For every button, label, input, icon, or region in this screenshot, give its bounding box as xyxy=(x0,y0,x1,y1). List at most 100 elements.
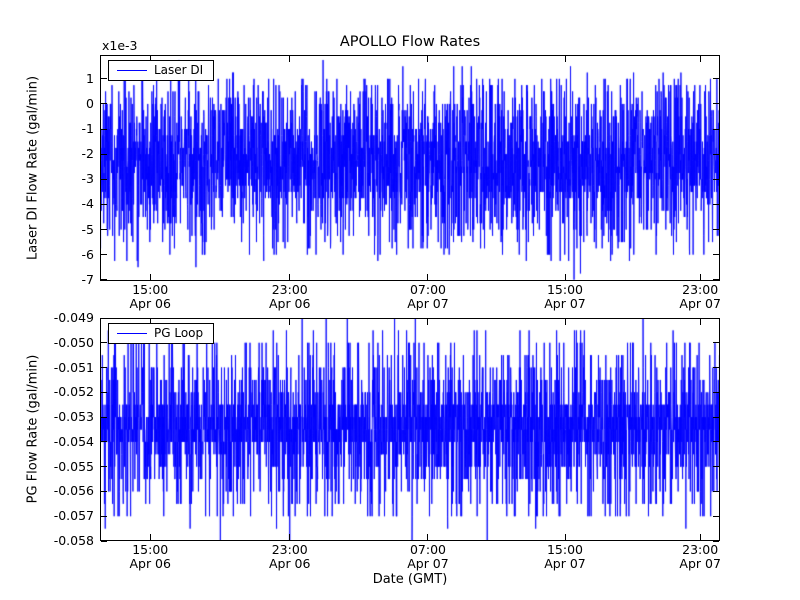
x-tick-mark xyxy=(427,319,429,325)
laser-di-series-canvas xyxy=(100,55,720,281)
y-tick-mark xyxy=(101,342,107,344)
legend-label-laser-di: Laser DI xyxy=(154,63,204,77)
y-tick-mark xyxy=(101,229,107,231)
x-tick-mark xyxy=(289,319,291,325)
legend-label-pg-loop: PG Loop xyxy=(154,326,204,340)
x-tick-mark xyxy=(564,274,566,280)
y-tick-mark xyxy=(101,515,107,517)
y-tick-mark xyxy=(101,317,107,319)
x-tick-time: 15:00 xyxy=(546,282,584,297)
chart-title: APOLLO Flow Rates xyxy=(339,34,481,50)
x-tick-mark xyxy=(289,274,291,280)
y-tick-mark xyxy=(101,466,107,468)
y-tick-mark xyxy=(713,153,719,155)
x-axis-label: Date (GMT) xyxy=(372,572,448,587)
x-tick-mark xyxy=(289,534,291,540)
x-tick-date: Apr 06 xyxy=(268,296,311,311)
legend-line-sample-icon xyxy=(117,69,147,71)
y-tick-mark xyxy=(713,490,719,492)
x-tick-label: 23:00 Apr 07 xyxy=(665,283,735,311)
y-tick-mark xyxy=(101,153,107,155)
x-tick-label: 15:00 Apr 07 xyxy=(530,283,600,311)
y-tick-mark xyxy=(101,367,107,369)
x-tick-mark xyxy=(427,56,429,62)
x-tick-time: 15:00 xyxy=(546,542,584,557)
x-tick-mark xyxy=(564,319,566,325)
y-tick-label: -0.057 xyxy=(53,508,94,524)
y-tick-label: 1 xyxy=(86,70,94,86)
x-tick-mark xyxy=(699,534,701,540)
x-tick-time: 23:00 xyxy=(271,282,308,297)
y-tick-mark xyxy=(101,78,107,80)
y-tick-mark xyxy=(713,279,719,281)
legend-laser-di: Laser DI xyxy=(108,60,215,81)
y-tick-label: -0.052 xyxy=(53,384,94,400)
y-tick-mark xyxy=(101,441,107,443)
y-tick-mark xyxy=(713,367,719,369)
y-tick-label: -0.049 xyxy=(53,310,94,325)
x-tick-time: 15:00 xyxy=(132,542,169,557)
y-tick-label: -4 xyxy=(81,196,94,212)
x-tick-time: 15:00 xyxy=(132,282,169,297)
y-tick-mark xyxy=(713,103,719,105)
y-tick-mark xyxy=(713,203,719,205)
y-tick-mark xyxy=(101,178,107,180)
y-axis-offset-text: x1e-3 xyxy=(102,38,138,53)
y-tick-mark xyxy=(713,229,719,231)
y-tick-mark xyxy=(713,540,719,542)
x-tick-label: 15:00 Apr 06 xyxy=(115,283,185,311)
x-tick-mark xyxy=(699,274,701,280)
y-axis-label-pg-loop: PG Flow Rate (gal/min) xyxy=(25,354,41,504)
y-tick-mark xyxy=(101,416,107,418)
x-tick-label: 07:00 Apr 07 xyxy=(393,283,463,311)
x-tick-mark xyxy=(149,534,151,540)
x-tick-mark xyxy=(564,534,566,540)
y-tick-mark xyxy=(713,178,719,180)
y-tick-label: -0.055 xyxy=(53,458,94,474)
x-tick-mark xyxy=(289,56,291,62)
y-tick-label: -1 xyxy=(81,121,94,137)
y-tick-mark xyxy=(713,317,719,319)
x-tick-label: 15:00 Apr 06 xyxy=(115,543,185,571)
x-tick-date: Apr 06 xyxy=(129,296,171,311)
y-tick-mark xyxy=(713,254,719,256)
y-tick-mark xyxy=(713,78,719,80)
y-tick-label: -0.056 xyxy=(53,483,94,499)
x-tick-label: 23:00 Apr 06 xyxy=(255,543,325,571)
x-tick-time: 07:00 xyxy=(409,542,446,557)
y-tick-mark xyxy=(101,254,107,256)
x-tick-mark xyxy=(149,319,151,325)
y-tick-label: -0.051 xyxy=(53,359,94,375)
x-tick-date: Apr 07 xyxy=(544,296,586,311)
y-tick-label: -7 xyxy=(81,271,94,287)
x-tick-date: Apr 07 xyxy=(544,556,586,571)
y-tick-label: -2 xyxy=(81,146,94,162)
x-tick-mark xyxy=(149,56,151,62)
y-tick-mark xyxy=(713,391,719,393)
legend-line-sample-icon xyxy=(117,332,147,334)
x-tick-time: 23:00 xyxy=(682,282,719,297)
x-tick-date: Apr 07 xyxy=(679,556,721,571)
x-tick-mark xyxy=(699,56,701,62)
y-tick-mark xyxy=(101,540,107,542)
y-tick-mark xyxy=(713,515,719,517)
x-tick-label: 07:00 Apr 07 xyxy=(393,543,463,571)
y-tick-label: -0.058 xyxy=(53,533,94,548)
y-tick-label: -0.053 xyxy=(53,409,94,425)
y-tick-label: -0.050 xyxy=(53,334,94,350)
x-tick-mark xyxy=(427,274,429,280)
y-tick-label: -5 xyxy=(81,221,94,237)
y-tick-mark xyxy=(101,391,107,393)
x-tick-time: 23:00 xyxy=(271,542,308,557)
y-tick-label: -6 xyxy=(81,246,94,262)
pg-loop-series-canvas xyxy=(100,318,720,541)
y-tick-mark xyxy=(713,466,719,468)
x-tick-time: 23:00 xyxy=(682,542,719,557)
legend-pg-loop: PG Loop xyxy=(108,323,215,344)
y-tick-mark xyxy=(713,128,719,130)
x-tick-date: Apr 06 xyxy=(129,556,171,571)
y-tick-mark xyxy=(713,441,719,443)
x-tick-date: Apr 07 xyxy=(679,296,721,311)
x-tick-label: 23:00 Apr 06 xyxy=(255,283,325,311)
x-tick-label: 15:00 Apr 07 xyxy=(530,543,600,571)
